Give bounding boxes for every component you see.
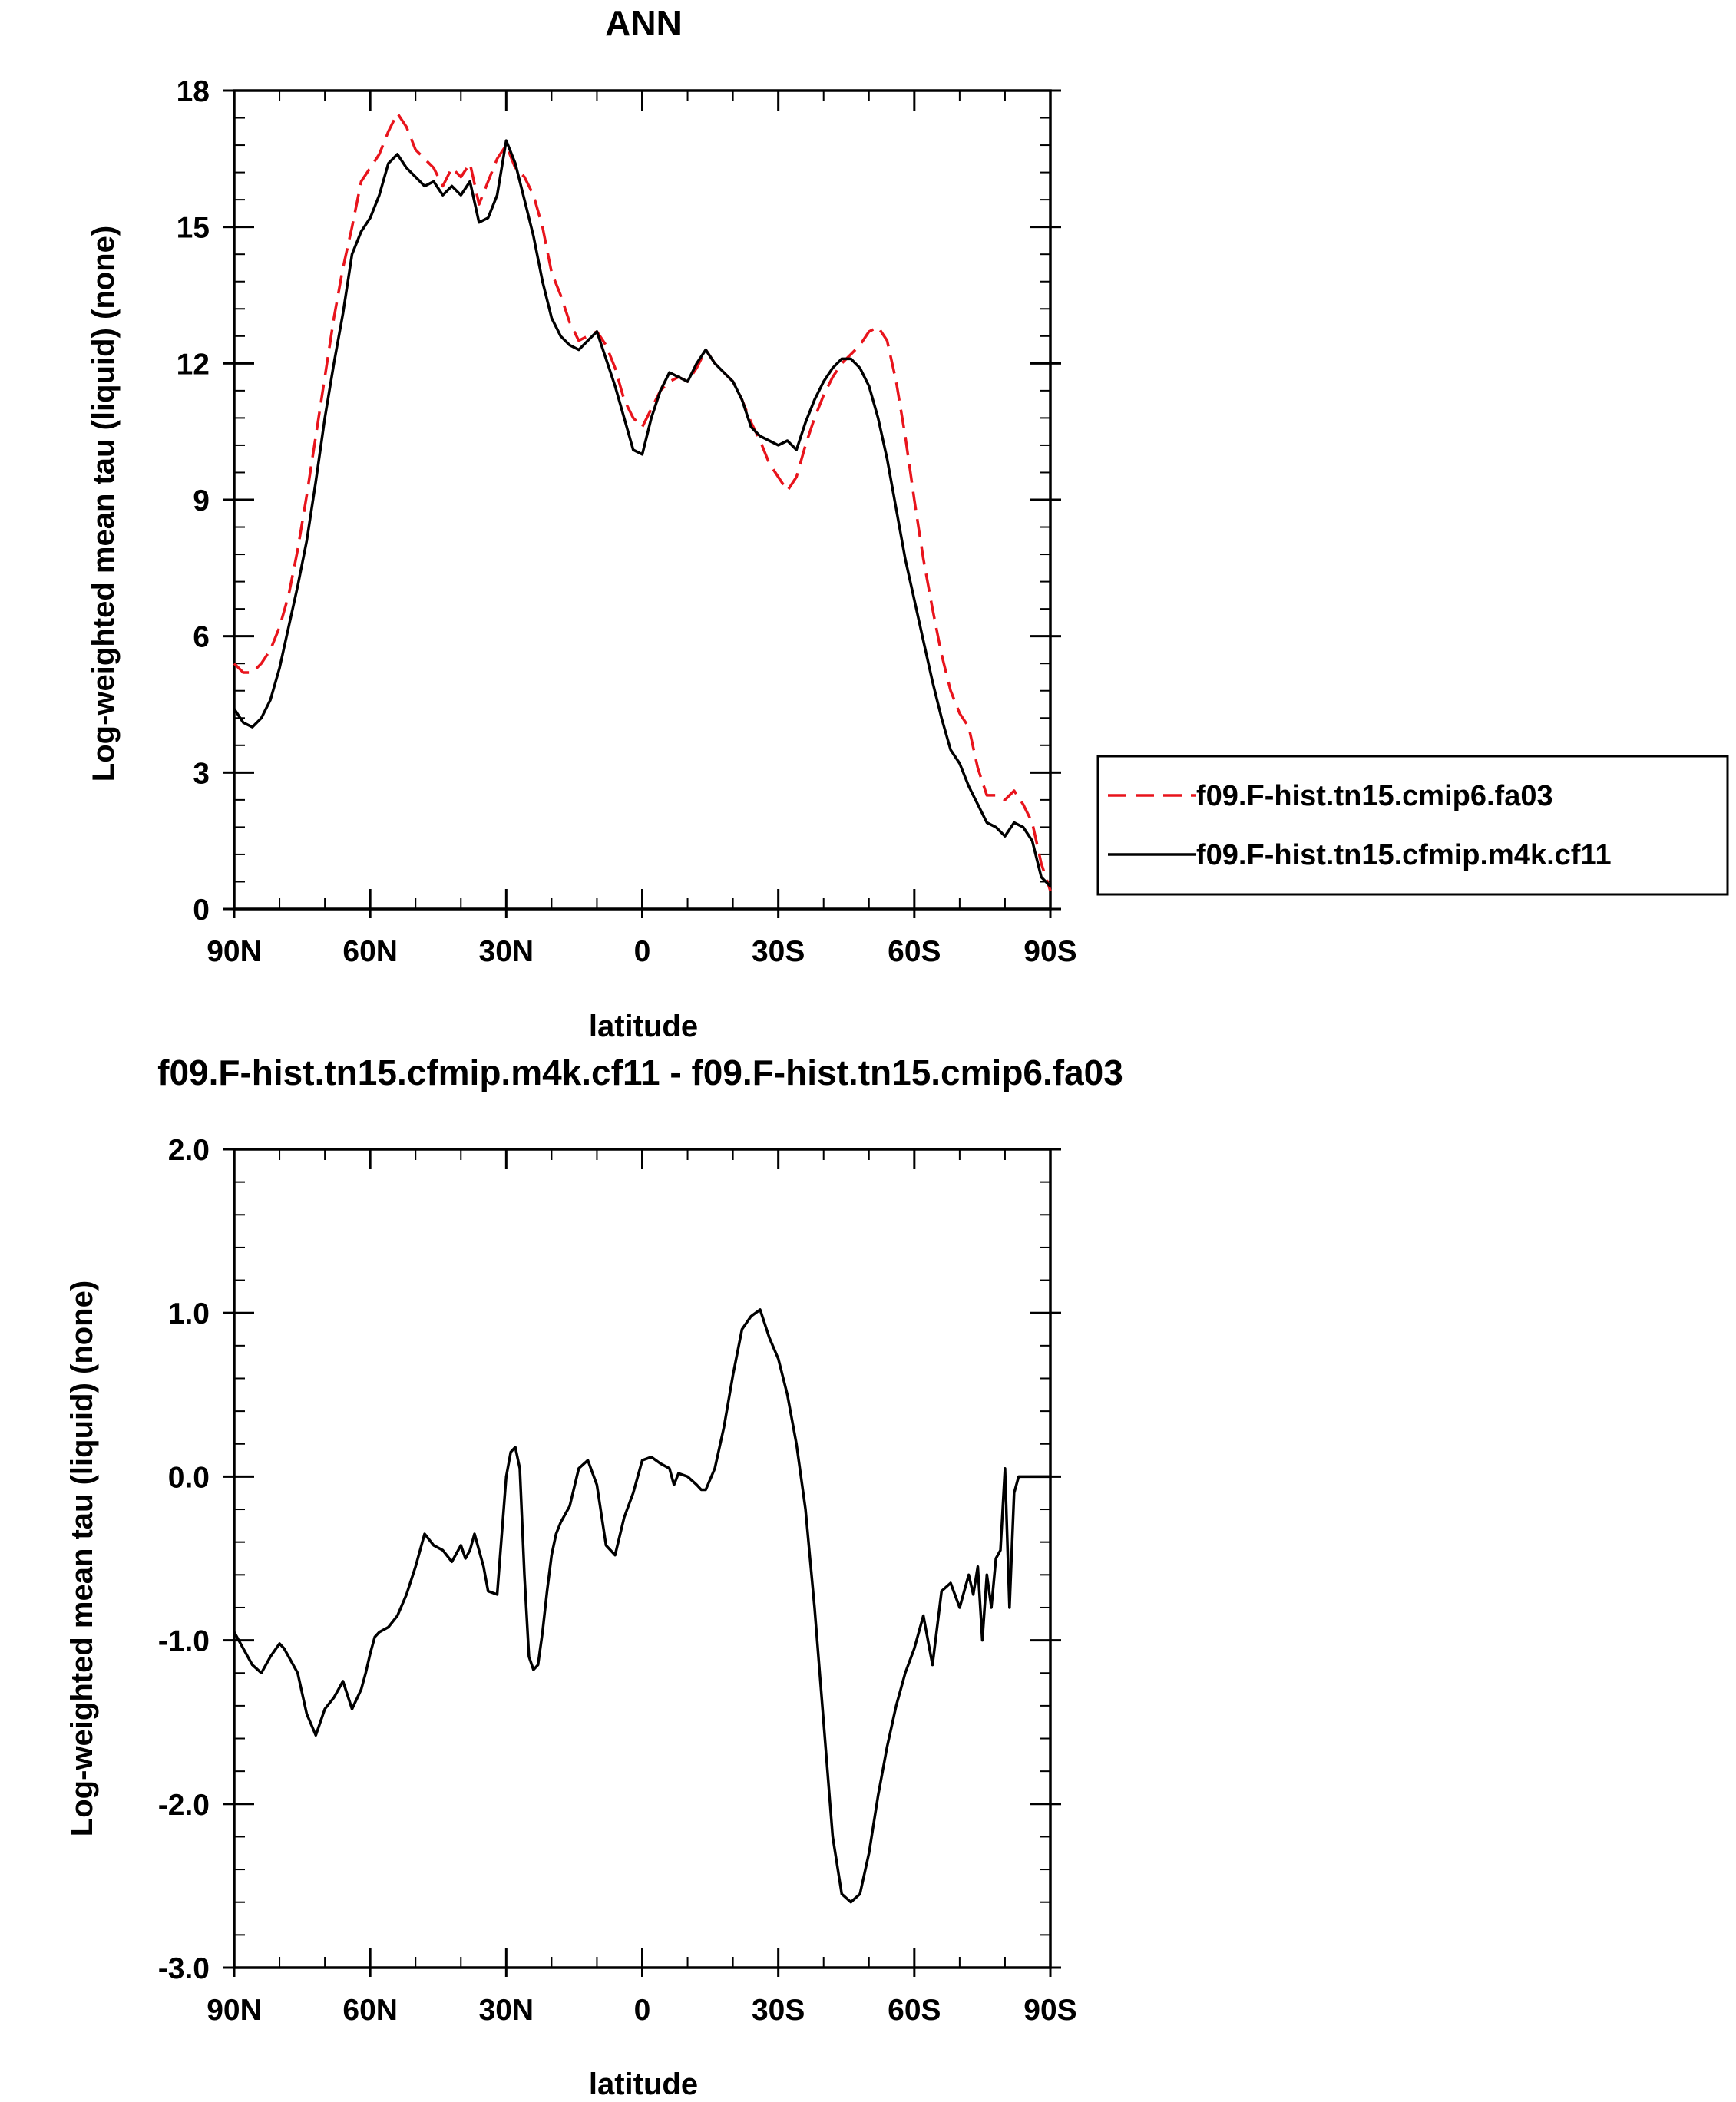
top-y-tick-label: 0 xyxy=(193,894,210,927)
top-y-tick-label: 3 xyxy=(193,757,210,790)
top-chart-title: ANN xyxy=(605,3,682,43)
bottom-y-tick-label: -1.0 xyxy=(158,1625,210,1658)
bottom-y-tick-label: 1.0 xyxy=(168,1297,210,1330)
bottom-y-tick-label: 2.0 xyxy=(168,1134,210,1167)
top-y-tick-label: 12 xyxy=(177,348,210,381)
legend-label-cf11: f09.F-hist.tn15.cfmip.m4k.cf11 xyxy=(1196,839,1612,871)
bottom-x-tick-label: 90N xyxy=(207,1994,262,2027)
top-chart-ylabel: Log-weighted mean tau (liquid) (none) xyxy=(87,226,121,782)
top-series-line-1 xyxy=(233,139,1052,887)
top-chart-legend: f09.F-hist.tn15.cmip6.fa03 f09.F-hist.tn… xyxy=(1096,755,1729,896)
bottom-chart-xlabel: latitude xyxy=(589,2067,698,2101)
top-x-tick-label: 90S xyxy=(1023,935,1076,968)
bottom-y-tick-label: -3.0 xyxy=(158,1952,210,1985)
bottom-x-tick-label: 60S xyxy=(888,1994,941,2027)
bottom-chart-ylabel: Log-weighted mean tau (liquid) (none) xyxy=(65,1281,99,1836)
bottom-chart-title: f09.F-hist.tn15.cfmip.m4k.cf11 - f09.F-h… xyxy=(157,1053,1123,1092)
top-y-tick-label: 15 xyxy=(177,212,210,245)
top-x-tick-label: 30N xyxy=(479,935,534,968)
bottom-y-tick-label: -2.0 xyxy=(158,1789,210,1822)
bottom-x-tick-label: 90S xyxy=(1023,1994,1076,2027)
top-series-line-0 xyxy=(233,111,1052,891)
top-chart: ANN latitude Log-weighted mean tau (liqu… xyxy=(87,3,1077,1043)
bottom-x-tick-label: 30S xyxy=(752,1994,805,2027)
bottom-x-tick-label: 60N xyxy=(342,1994,398,2027)
bottom-plot-frame xyxy=(233,1148,1052,1969)
top-x-tick-label: 60N xyxy=(342,935,398,968)
top-y-tick-label: 9 xyxy=(193,484,210,517)
top-y-tick-label: 18 xyxy=(177,75,210,108)
legend-label-fa03: f09.F-hist.tn15.cmip6.fa03 xyxy=(1196,780,1553,812)
bottom-chart: f09.F-hist.tn15.cfmip.m4k.cf11 - f09.F-h… xyxy=(65,1053,1123,2101)
top-x-tick-label: 90N xyxy=(207,935,262,968)
top-y-tick-label: 6 xyxy=(193,621,210,654)
top-x-tick-label: 0 xyxy=(634,935,651,968)
top-x-tick-label: 60S xyxy=(888,935,941,968)
top-x-tick-label: 30S xyxy=(752,935,805,968)
bottom-y-tick-label: 0.0 xyxy=(168,1461,210,1494)
legend-box xyxy=(1096,755,1729,896)
bottom-x-tick-label: 30N xyxy=(479,1994,534,2027)
top-plot-frame xyxy=(233,89,1052,911)
bottom-x-tick-label: 0 xyxy=(634,1994,651,2027)
top-chart-xlabel: latitude xyxy=(589,1010,698,1043)
bottom-series-line-0 xyxy=(233,1308,1050,1904)
